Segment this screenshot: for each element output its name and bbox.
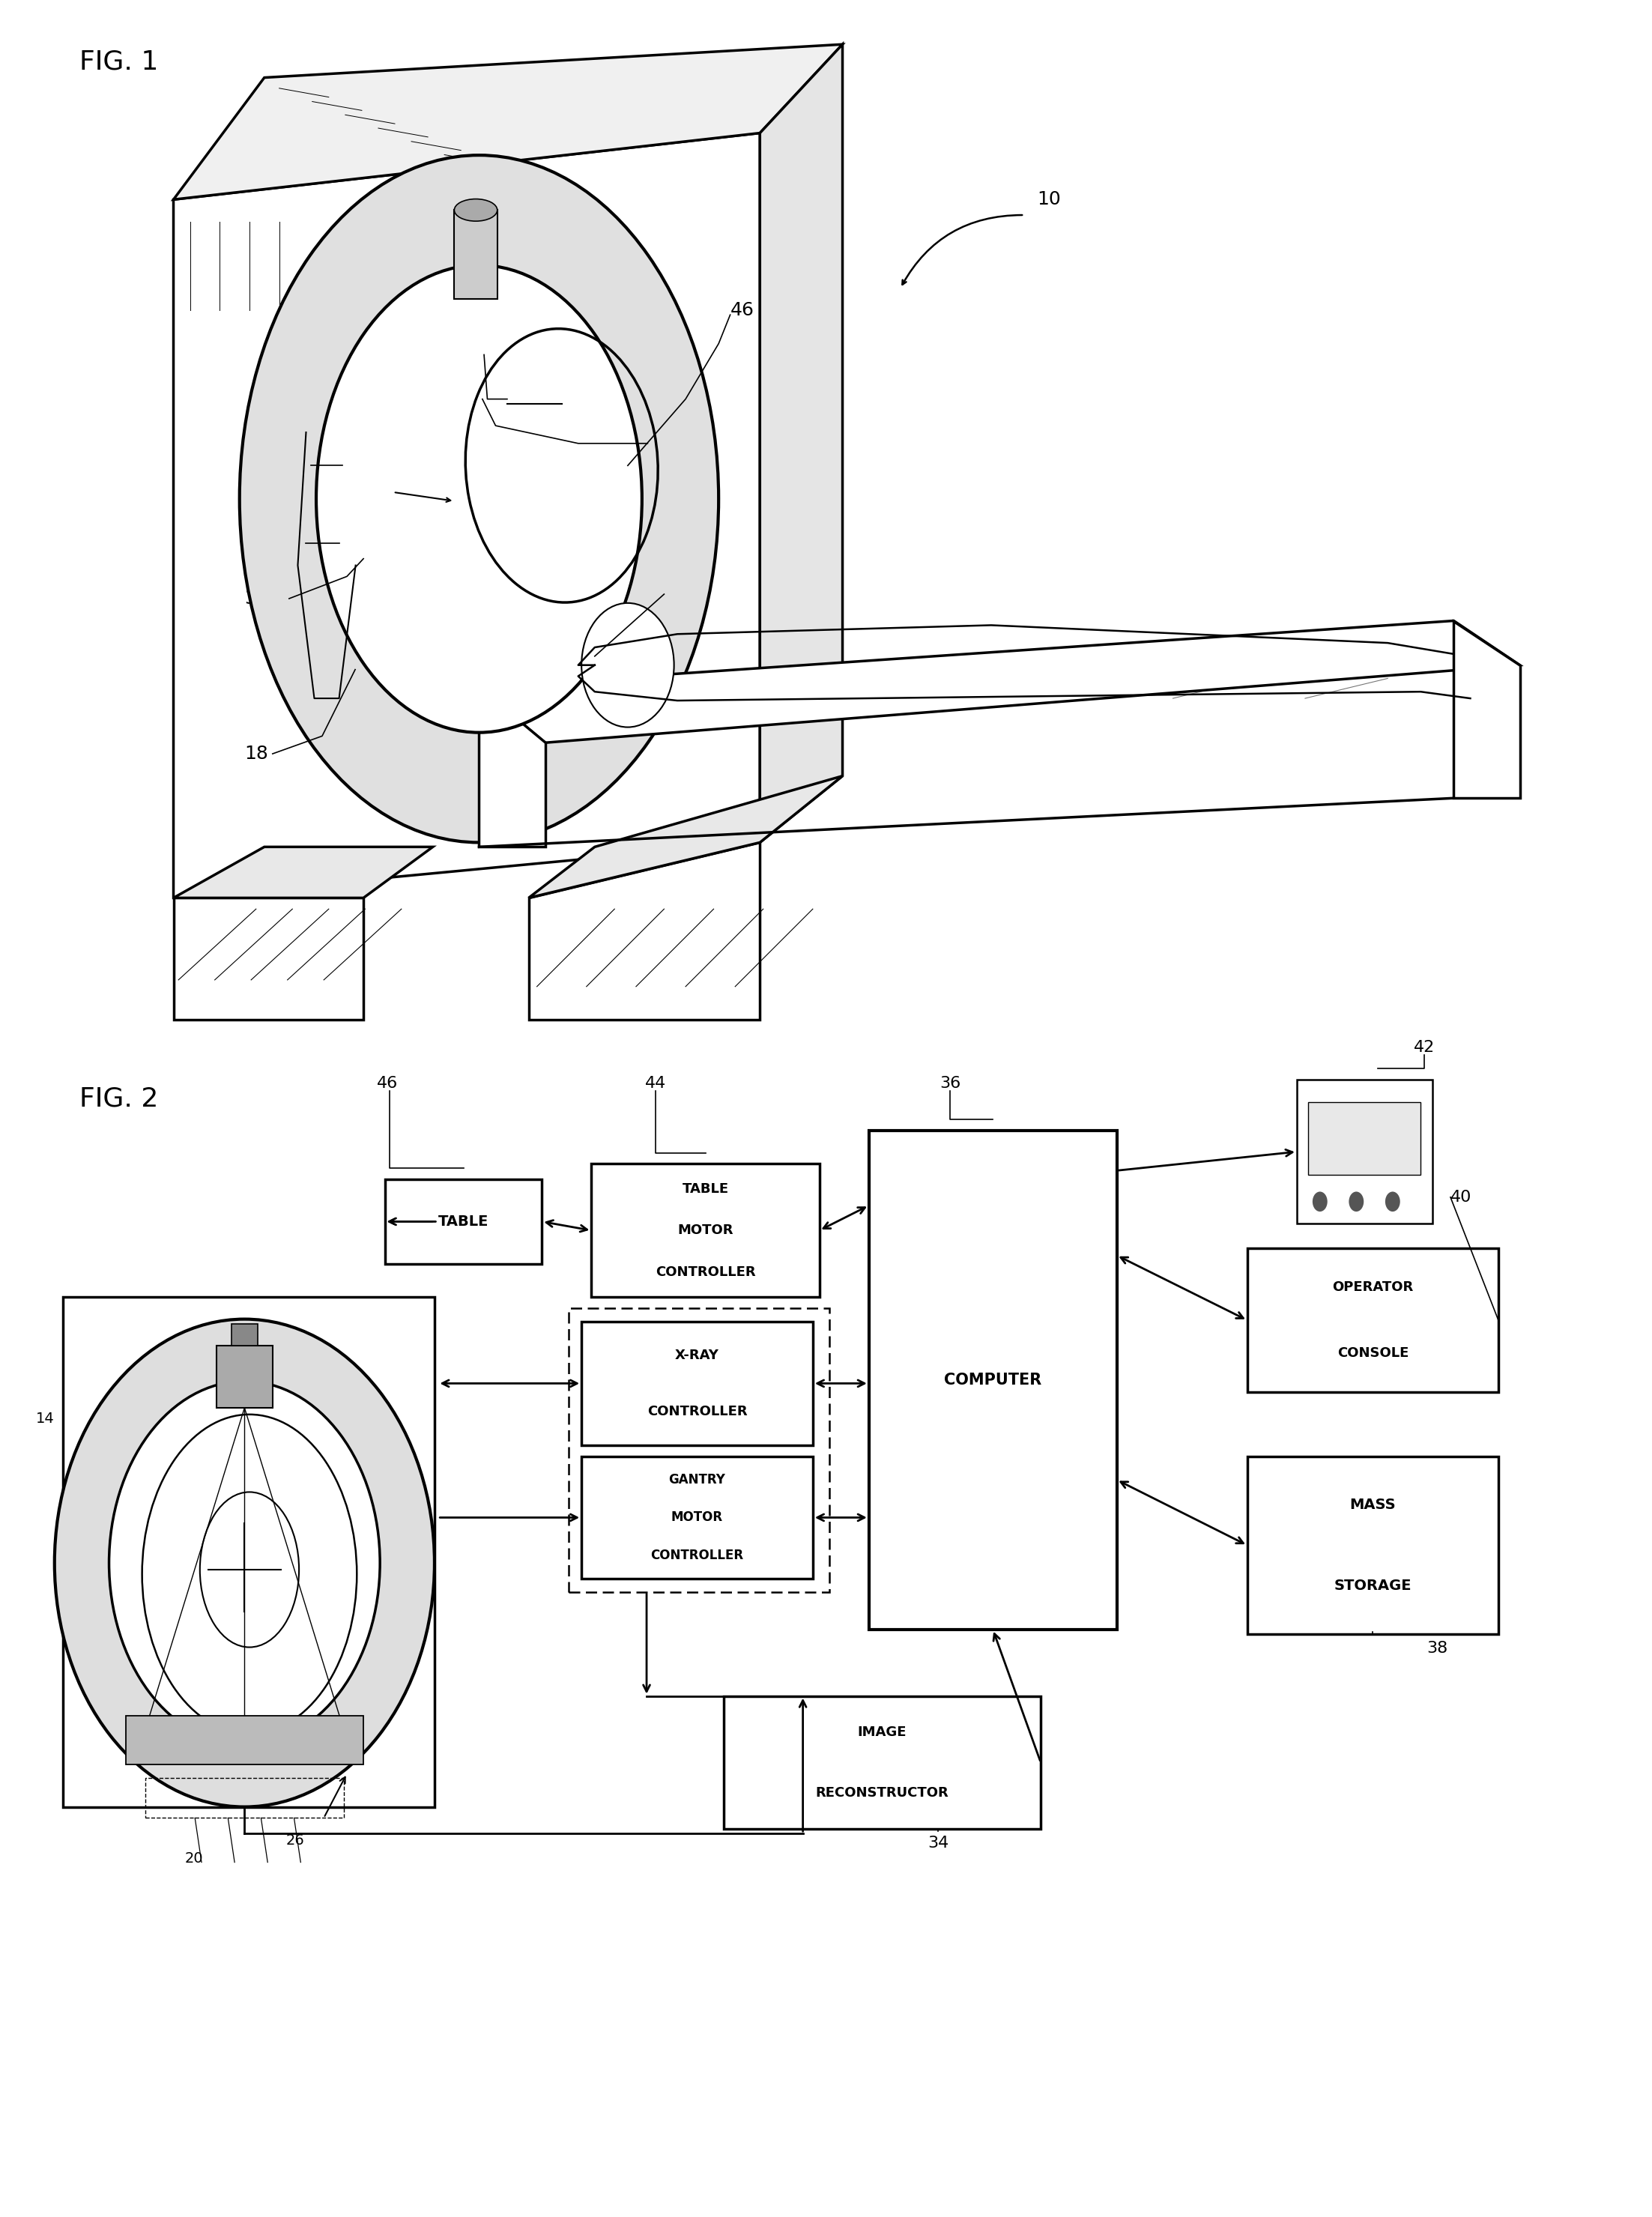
Text: 14: 14 <box>648 441 671 459</box>
Polygon shape <box>173 847 433 898</box>
Polygon shape <box>1454 621 1520 798</box>
Bar <box>231 1324 258 1346</box>
Bar <box>582 1457 813 1579</box>
Text: 20: 20 <box>185 1851 203 1864</box>
Text: 14: 14 <box>36 1412 55 1426</box>
Text: 22: 22 <box>79 1516 97 1530</box>
Bar <box>1297 1080 1432 1224</box>
Text: 46: 46 <box>377 1075 398 1091</box>
Bar <box>1247 1457 1498 1634</box>
Text: 42: 42 <box>1414 1040 1434 1055</box>
Text: 16: 16 <box>66 1579 84 1592</box>
Text: 34: 34 <box>928 1836 948 1851</box>
Ellipse shape <box>200 1492 299 1647</box>
Text: 48: 48 <box>347 479 372 497</box>
Text: 12: 12 <box>507 379 530 397</box>
Text: X-RAY: X-RAY <box>676 1348 719 1361</box>
Ellipse shape <box>316 266 643 732</box>
Text: 46: 46 <box>730 302 755 319</box>
Text: MOTOR: MOTOR <box>677 1224 733 1237</box>
Bar <box>591 1164 819 1297</box>
Bar <box>63 1297 434 1807</box>
Bar <box>724 1696 1041 1829</box>
Bar <box>126 1716 363 1765</box>
Bar <box>216 1346 273 1408</box>
Text: 28: 28 <box>871 1219 890 1233</box>
Text: 32: 32 <box>244 590 268 607</box>
Text: FIG. 1: FIG. 1 <box>79 49 159 73</box>
Text: 36: 36 <box>940 1075 960 1091</box>
Text: CONTROLLER: CONTROLLER <box>651 1550 743 1563</box>
Text: 32: 32 <box>71 1745 89 1758</box>
Text: CONTROLLER: CONTROLLER <box>656 1266 755 1279</box>
Bar <box>568 1308 829 1592</box>
Ellipse shape <box>142 1414 357 1734</box>
Bar <box>582 1321 813 1445</box>
Text: CONTROLLER: CONTROLLER <box>648 1406 747 1419</box>
Text: 18: 18 <box>244 745 268 763</box>
Ellipse shape <box>240 155 719 842</box>
Circle shape <box>1313 1193 1328 1210</box>
Text: MOTOR: MOTOR <box>671 1510 724 1525</box>
Text: 26: 26 <box>286 1833 304 1847</box>
Text: 30: 30 <box>871 1501 890 1514</box>
Text: TABLE: TABLE <box>682 1182 729 1195</box>
Text: GANTRY: GANTRY <box>669 1472 725 1485</box>
Ellipse shape <box>454 200 497 222</box>
Circle shape <box>582 603 674 727</box>
Circle shape <box>1350 1193 1365 1210</box>
Bar <box>1308 1102 1421 1175</box>
Circle shape <box>1386 1193 1401 1210</box>
Bar <box>454 211 497 299</box>
Polygon shape <box>529 776 843 898</box>
Circle shape <box>109 1381 380 1745</box>
Text: IMAGE: IMAGE <box>857 1725 907 1738</box>
Text: MASS: MASS <box>1350 1499 1396 1512</box>
Text: STORAGE: STORAGE <box>1335 1579 1411 1592</box>
Text: 18: 18 <box>253 1556 271 1570</box>
Text: 24: 24 <box>258 1539 276 1552</box>
Polygon shape <box>529 842 760 1020</box>
Bar <box>1247 1248 1498 1392</box>
Text: 22: 22 <box>664 590 689 607</box>
Polygon shape <box>760 44 843 842</box>
Text: 10: 10 <box>1037 191 1061 208</box>
Text: OPERATOR: OPERATOR <box>1332 1281 1414 1295</box>
Text: COMPUTER: COMPUTER <box>943 1372 1042 1388</box>
Polygon shape <box>173 133 760 898</box>
Text: CONSOLE: CONSOLE <box>1336 1346 1409 1359</box>
Bar <box>869 1131 1117 1629</box>
Polygon shape <box>479 687 545 847</box>
Text: 40: 40 <box>1450 1191 1472 1204</box>
Bar <box>385 1179 542 1264</box>
Text: RECONSTRUCTOR: RECONSTRUCTOR <box>816 1787 948 1800</box>
Text: 38: 38 <box>1427 1641 1447 1656</box>
Text: FIG. 2: FIG. 2 <box>79 1086 159 1111</box>
Polygon shape <box>173 898 363 1020</box>
Polygon shape <box>479 621 1520 743</box>
Bar <box>145 1778 344 1818</box>
Polygon shape <box>173 44 843 200</box>
Text: 44: 44 <box>646 1075 666 1091</box>
Ellipse shape <box>55 1319 434 1807</box>
Text: TABLE: TABLE <box>438 1215 489 1228</box>
